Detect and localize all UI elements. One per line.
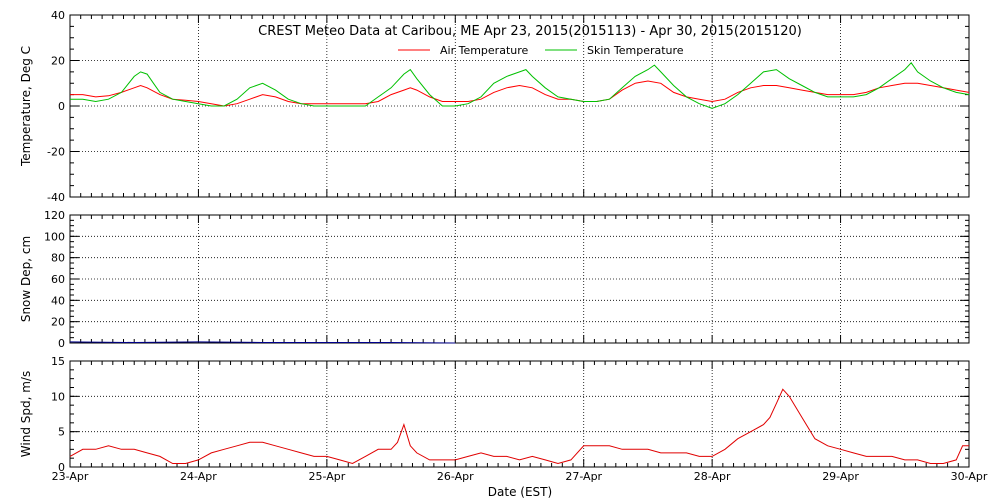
- x-tick-label: 27-Apr: [565, 470, 602, 483]
- x-axis-title: Date (EST): [488, 485, 552, 499]
- legend: Air Temperature Skin Temperature: [398, 44, 684, 57]
- y-tick-label: 5: [58, 426, 65, 439]
- chart-title: CREST Meteo Data at Caribou, ME Apr 23, …: [258, 24, 802, 39]
- x-tick-label: 25-Apr: [308, 470, 345, 483]
- y-tick-label: -40: [47, 191, 65, 204]
- y-tick-label: 20: [51, 316, 65, 329]
- y-tick-label: 40: [51, 294, 65, 307]
- y-tick-label: 40: [51, 9, 65, 22]
- y-tick-label: 0: [58, 100, 65, 113]
- panel-frame: [69, 14, 970, 198]
- y-tick-label: 0: [58, 461, 65, 474]
- x-tick-label: 30-Apr: [951, 470, 988, 483]
- y-tick-label: 20: [51, 55, 65, 68]
- x-tick-label: 26-Apr: [437, 470, 474, 483]
- y-tick-label: 0: [58, 337, 65, 350]
- y-tick-label: 100: [44, 230, 65, 243]
- panel-2: 120 100 80 60 40 20 0 Snow Dep, cm: [19, 209, 970, 350]
- x-tick-label: 24-Apr: [180, 470, 217, 483]
- y-axis-title: Wind Spd, m/s: [19, 371, 33, 457]
- panel-1: 40 20 0 -20 -40 Temperature, Deg C: [19, 9, 970, 204]
- y-tick-label: 120: [44, 209, 65, 222]
- series-line-p2-1: [69, 341, 456, 344]
- y-tick-label: 10: [51, 390, 65, 403]
- legend-label-air: Air Temperature: [440, 44, 529, 57]
- legend-label-skin: Skin Temperature: [587, 44, 684, 57]
- y-tick-label: 60: [51, 273, 65, 286]
- y-tick-label: 15: [51, 355, 65, 368]
- y-tick-label: -20: [47, 146, 65, 159]
- series-line-air-temperature: [70, 80, 970, 107]
- y-tick-label: 80: [51, 252, 65, 265]
- y-axis-title: Snow Dep, cm: [19, 236, 33, 322]
- x-tick-label: 29-Apr: [822, 470, 859, 483]
- y-axis-title: Temperature, Deg C: [19, 46, 33, 167]
- panel-frame: [69, 360, 970, 468]
- x-tick-label: 23-Apr: [52, 470, 89, 483]
- x-tick-label: 28-Apr: [694, 470, 731, 483]
- series-line-p3-1: [69, 388, 969, 465]
- panel-3: 15 10 5 0 Wind Spd, m/s: [19, 355, 970, 474]
- panel-frame: [69, 214, 970, 344]
- series-line-skin-temperature: [70, 62, 970, 109]
